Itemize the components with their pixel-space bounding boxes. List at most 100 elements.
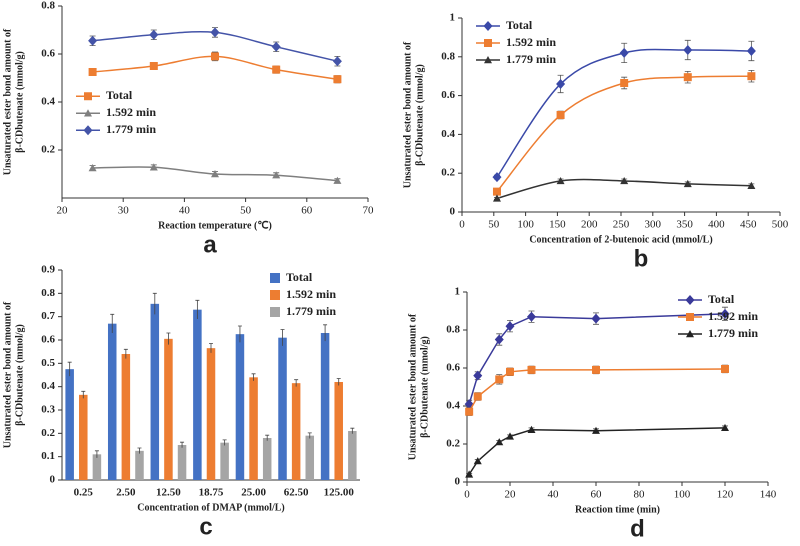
bar <box>278 337 287 480</box>
legend-marker <box>83 125 93 136</box>
marker <box>683 179 692 188</box>
legend-label: 1.592 min <box>506 35 556 49</box>
marker <box>683 45 693 56</box>
marker <box>556 176 565 185</box>
bar <box>92 454 102 480</box>
marker <box>492 187 501 196</box>
bar <box>320 333 330 480</box>
x-tick-label: 2.50 <box>116 487 136 499</box>
legend-label: Total <box>286 270 313 284</box>
x-tick-label: 50 <box>240 205 252 217</box>
x-axis-title: Reaction time (min) <box>575 504 660 515</box>
bar <box>177 445 187 480</box>
marker <box>465 470 474 478</box>
x-tick-label: 25.00 <box>241 487 266 499</box>
y-tick-label: 0.8 <box>41 287 55 299</box>
error-bar <box>123 348 128 359</box>
bar <box>121 354 131 480</box>
error-bar <box>152 292 157 315</box>
error-bar <box>110 313 115 333</box>
legend-label: 1.592 min <box>708 309 758 323</box>
x-tick-label: 60 <box>591 489 603 501</box>
marker <box>527 311 536 322</box>
x-tick-label: 40 <box>548 489 560 501</box>
x-tick-label: 300 <box>645 219 662 231</box>
x-tick-label: 450 <box>740 219 757 231</box>
error-bar <box>94 450 99 458</box>
x-tick-label: 0 <box>464 489 470 501</box>
marker <box>619 47 629 58</box>
x-tick-label: 200 <box>581 219 598 231</box>
y-axis-title: Unsaturated ester bond amount of <box>402 41 413 188</box>
marker <box>592 365 600 374</box>
error-bar <box>350 427 355 434</box>
y-tick-label: 0.4 <box>41 96 55 108</box>
marker <box>721 423 729 432</box>
error-bar <box>307 432 312 439</box>
error-bar <box>209 343 213 353</box>
bar <box>249 377 258 480</box>
y-tick-label: 0.4 <box>41 380 55 392</box>
x-tick-label: 0 <box>459 219 465 231</box>
y-axis-title: Unsaturated ester bond amount of <box>2 28 13 175</box>
y-tick-label: 0.4 <box>441 128 455 140</box>
panel-label: b <box>634 245 649 272</box>
marker <box>495 438 504 446</box>
marker <box>683 73 692 82</box>
x-tick-label: 500 <box>772 219 789 231</box>
y-tick-label: 0.6 <box>441 89 455 101</box>
bar <box>220 442 229 480</box>
legend-label: Total <box>106 88 133 102</box>
x-axis-title: Concentration of DMAP (mmol/L) <box>137 502 284 513</box>
y-axis-title: β-CDbutenate (mmol/g) <box>414 64 425 166</box>
panel-label: a <box>203 231 217 258</box>
y-tick-label: 0.2 <box>41 144 55 156</box>
error-bar <box>166 332 171 345</box>
marker <box>473 457 482 465</box>
marker <box>527 365 536 374</box>
marker <box>746 45 756 56</box>
error-bar <box>222 439 227 446</box>
legend-marker <box>686 313 694 321</box>
marker <box>747 72 756 81</box>
bar <box>291 383 301 480</box>
legend-label: Total <box>708 292 735 306</box>
marker <box>556 78 566 89</box>
marker <box>210 27 220 38</box>
x-tick-label: 80 <box>634 489 646 501</box>
y-axis-title: β-CDbutenate (mmol/g) <box>14 51 25 153</box>
y-tick-label: 0.6 <box>446 362 460 374</box>
error-bar <box>67 361 72 377</box>
series-line <box>496 48 752 178</box>
legend-marker <box>483 21 493 31</box>
marker <box>333 176 342 184</box>
y-tick-label: 0.1 <box>41 450 55 462</box>
marker <box>494 334 504 345</box>
marker <box>492 172 502 183</box>
y-tick-label: 0.2 <box>446 438 460 450</box>
bar <box>235 334 245 480</box>
y-tick-label: 0.2 <box>441 167 455 179</box>
series-line <box>496 75 752 193</box>
x-tick-label: 30 <box>118 205 130 217</box>
bar <box>79 394 88 480</box>
x-tick-label: 20 <box>505 489 517 501</box>
x-tick-label: 50 <box>488 219 500 231</box>
x-tick-label: 120 <box>717 489 734 501</box>
marker <box>506 432 514 440</box>
marker <box>149 29 159 40</box>
error-bar <box>336 378 341 386</box>
marker <box>556 111 565 119</box>
x-tick-label: 150 <box>549 219 566 231</box>
legend-marker <box>686 330 694 338</box>
marker <box>747 181 756 190</box>
y-tick-label: 0 <box>50 474 56 486</box>
x-tick-label: 100 <box>674 489 691 501</box>
legend-label: Total <box>506 18 533 32</box>
y-tick-label: 0.6 <box>41 334 55 346</box>
legend-label: 1.592 min <box>286 287 336 301</box>
marker <box>492 194 501 202</box>
panel-label: c <box>199 513 212 540</box>
x-tick-label: 12.50 <box>156 487 181 499</box>
